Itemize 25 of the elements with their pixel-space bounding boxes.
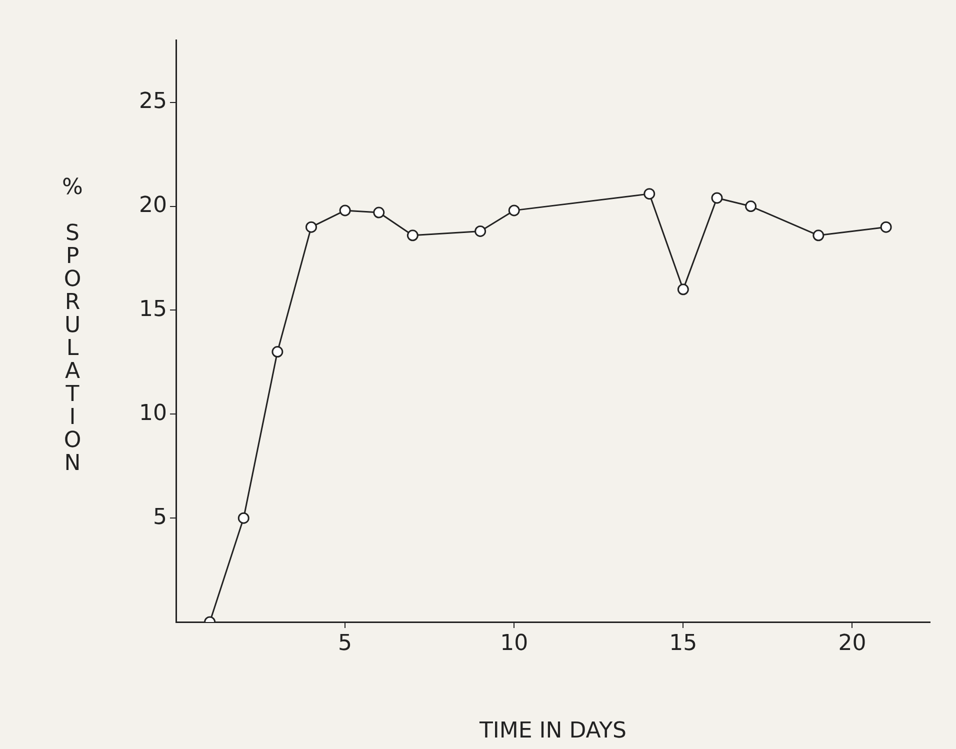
point	[373, 206, 385, 218]
point	[711, 192, 723, 204]
y-tick-label: 20	[139, 193, 167, 218]
x-tick-label: 10	[500, 630, 528, 656]
point	[339, 204, 351, 216]
point	[880, 221, 892, 233]
x-tick-label: 5	[338, 630, 352, 656]
x-tick-label: 15	[669, 630, 698, 656]
point	[812, 230, 824, 242]
point	[677, 284, 689, 296]
point	[474, 225, 486, 237]
y-tick-label: 15	[139, 296, 167, 322]
point	[644, 188, 656, 200]
point	[745, 200, 757, 212]
y-tick-label: 10	[139, 400, 167, 426]
point	[272, 346, 284, 358]
x-tick-label: 20	[838, 630, 866, 656]
y-tick-label: 25	[139, 89, 167, 114]
point	[406, 230, 418, 242]
point	[508, 204, 520, 216]
x-axis-title: TIME IN DAYS	[478, 718, 627, 744]
y-tick-label: 5	[153, 504, 167, 530]
y-axis-title: % SPORULATION	[60, 175, 85, 474]
point	[238, 512, 250, 524]
point	[305, 221, 317, 233]
